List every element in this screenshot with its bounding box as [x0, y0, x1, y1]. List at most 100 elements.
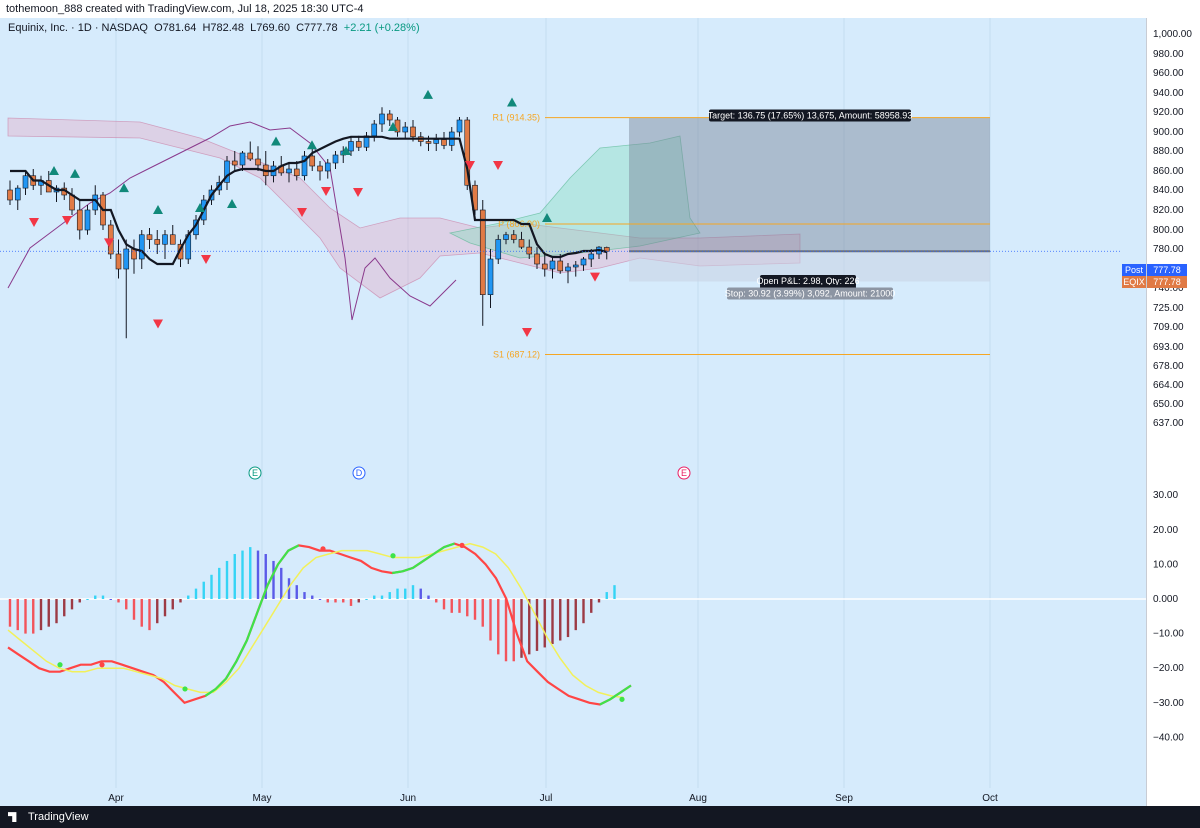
event-marker-icon [677, 466, 691, 480]
header-bar: tothemoon_888 created with TradingView.c… [0, 0, 1200, 18]
low-value: L769.60 [250, 22, 290, 34]
histogram-bar [342, 599, 345, 603]
price-axis[interactable] [1146, 18, 1200, 806]
price-badge-tag [1122, 276, 1146, 288]
osc-tick-label: −30.00 [1153, 698, 1184, 709]
histogram-bar [249, 547, 252, 599]
signal-down-icon [465, 161, 475, 170]
candle-body [464, 119, 471, 186]
candle-body [355, 141, 362, 148]
cross-dot [99, 662, 105, 668]
price-badge-tag [1122, 264, 1146, 276]
osc-tick-label: 20.00 [1153, 525, 1178, 536]
signal-down-icon [590, 272, 600, 282]
target-label-bg [709, 109, 911, 122]
histogram-bar [210, 574, 213, 599]
signal-up-icon [542, 213, 552, 222]
candle-body [580, 258, 587, 266]
high-value: H782.48 [202, 22, 245, 34]
histogram-bar [86, 599, 89, 600]
histogram-bar [473, 599, 477, 620]
candle-body [526, 246, 533, 255]
pivot-label-r1: R1 (914.35) [492, 113, 540, 123]
target-label: Target: 136.75 (17.65%) 13,675, Amount: … [708, 109, 913, 122]
price-tick-label: 693.00 [1153, 342, 1184, 353]
histogram-bar [481, 599, 484, 627]
price-tick-label: 1,000.00 [1153, 29, 1192, 40]
price-badge-box [1147, 264, 1187, 276]
signal-down-icon [321, 187, 331, 196]
cross-dot [57, 662, 63, 668]
month-label: Jun [400, 793, 416, 804]
candle-body [169, 234, 176, 245]
histogram-bar [543, 599, 546, 648]
candle-body [76, 209, 83, 231]
histogram-bar [233, 554, 236, 599]
macd-fast-up-segment [392, 542, 455, 575]
histogram-bar [559, 599, 562, 641]
signal-down-icon [104, 238, 114, 248]
candle-body [549, 260, 556, 270]
histogram-bar [427, 595, 430, 599]
histogram-bar [450, 599, 453, 613]
histogram-bar [582, 599, 585, 624]
signal-down-icon [62, 216, 72, 225]
price-tick-label: 940.00 [1153, 88, 1184, 99]
histogram-bar [411, 585, 415, 599]
histogram-bar [218, 567, 221, 599]
candle-body [371, 123, 378, 137]
histogram-bar [497, 599, 500, 655]
histogram-bar [326, 599, 329, 603]
symbol-legend: Equinix, Inc. · 1D · NASDAQ O781.64 H782… [8, 22, 420, 34]
histogram-bar [8, 599, 12, 627]
candle-body [487, 258, 494, 295]
price-tick-label: 650.00 [1153, 399, 1184, 410]
signal-up-icon [307, 140, 317, 150]
histogram-bar [334, 599, 337, 603]
chart-svg: 1,000.00 980.00 960.00 940.00 920.00 900.00 88… [0, 18, 1192, 804]
event-marker-label: D [356, 468, 363, 478]
histogram-bar [101, 595, 105, 599]
histogram-bar [39, 599, 43, 631]
candle-body [441, 139, 447, 146]
month-label: Sep [835, 793, 853, 804]
candle-body [239, 152, 246, 166]
open-value: O781.64 [154, 22, 197, 34]
candle-body [572, 264, 579, 268]
signal-down-icon [297, 208, 307, 217]
candle-body [386, 113, 393, 121]
candle-body [317, 165, 323, 172]
histogram-bar [590, 599, 593, 613]
candle-body [14, 187, 21, 201]
event-marker-label: E [681, 468, 687, 478]
price-tick-label: 800.00 [1153, 225, 1184, 236]
histogram-bar [303, 592, 306, 599]
histogram-bar [109, 599, 112, 600]
histogram-bar [194, 588, 198, 599]
osc-tick-label: 10.00 [1153, 559, 1178, 570]
signal-up-icon [119, 183, 129, 193]
osc-tick-label: −10.00 [1153, 629, 1184, 640]
stop-label: Stop: 30.92 (3.99%) 3,092, Amount: 21000 [725, 287, 895, 300]
pivot-label-p: P (806.00) [498, 219, 540, 229]
candle-body [565, 266, 571, 272]
histogram-bar [349, 599, 353, 606]
osc-tick-label: −40.00 [1153, 732, 1184, 743]
histogram-bar [171, 599, 174, 610]
candle-body [301, 155, 308, 177]
histogram-bar [16, 599, 19, 631]
price-tick-label: 637.00 [1153, 418, 1184, 429]
histogram-bar [179, 599, 182, 603]
stop-label-bg [727, 287, 893, 300]
histogram-bar [140, 599, 143, 627]
candle-body [224, 160, 230, 183]
candle-body [332, 154, 339, 164]
histogram-bar [55, 599, 58, 624]
footer-bar: TradingView [0, 806, 1200, 828]
candle-body [138, 234, 145, 260]
histogram-bar [225, 560, 229, 599]
target-label-text: Target: 136.75 (17.65%) 13,675, Amount: … [708, 111, 913, 121]
candle-body [379, 113, 385, 125]
histogram-bar [388, 592, 391, 599]
